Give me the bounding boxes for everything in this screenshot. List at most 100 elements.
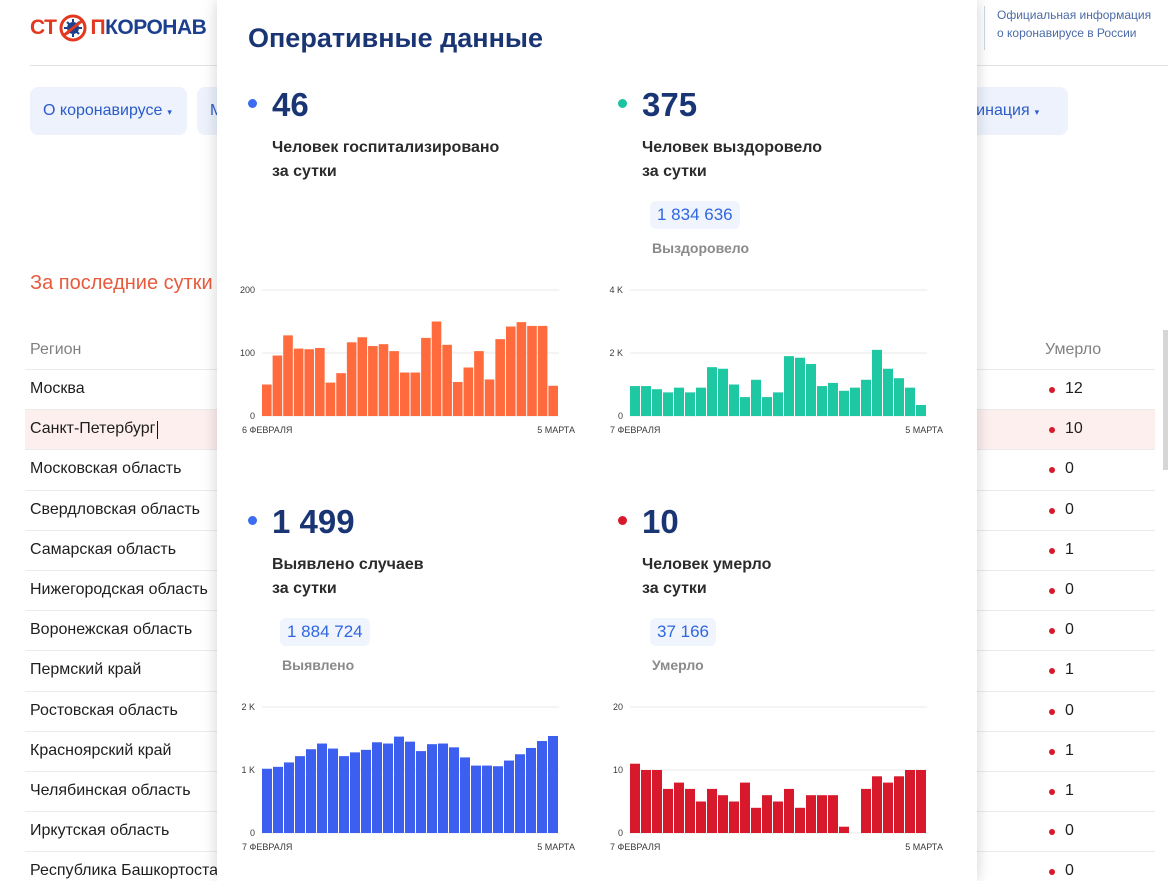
chart-bar[interactable] <box>795 807 805 833</box>
chart-bar[interactable] <box>317 743 327 833</box>
chart-bar[interactable] <box>685 788 695 833</box>
chart-bar[interactable] <box>372 742 382 833</box>
chart-bar[interactable] <box>421 337 431 416</box>
chart-bar[interactable] <box>527 325 537 416</box>
chart-bar[interactable] <box>894 776 904 833</box>
chart-bar[interactable] <box>548 735 558 833</box>
official-info-link[interactable]: Официальная информация о коронавирусе в … <box>984 6 1151 50</box>
chart-bar[interactable] <box>861 379 871 416</box>
chart-bar[interactable] <box>795 357 805 416</box>
chart-bar[interactable] <box>740 782 750 833</box>
chart-bar[interactable] <box>685 392 695 417</box>
chart-bar[interactable] <box>399 372 410 416</box>
chart-bar[interactable] <box>493 766 503 833</box>
chart-bar[interactable] <box>652 389 662 416</box>
chart-bar[interactable] <box>729 384 739 417</box>
chart-bar[interactable] <box>828 382 838 416</box>
chart-bar[interactable] <box>474 351 484 416</box>
chart-bar[interactable] <box>839 390 849 416</box>
chart-bar[interactable] <box>452 381 463 416</box>
chart-bar[interactable] <box>674 782 684 833</box>
chart-bar[interactable] <box>850 387 860 416</box>
chart-bar[interactable] <box>817 386 827 416</box>
chart-bar[interactable] <box>515 754 525 833</box>
chart-bar[interactable] <box>696 387 706 416</box>
chart-bar[interactable] <box>729 801 739 834</box>
chart-bar[interactable] <box>336 373 346 416</box>
chart-bar[interactable] <box>431 321 442 417</box>
chart-bar[interactable] <box>751 807 761 833</box>
chart-bar[interactable] <box>304 349 315 416</box>
chart-bar[interactable] <box>383 743 393 833</box>
chart-bar[interactable] <box>696 801 706 834</box>
column-header-deaths[interactable]: Умерло <box>1045 341 1102 358</box>
chart-bar[interactable] <box>806 795 816 833</box>
chart-bar[interactable] <box>630 386 640 416</box>
column-header-region[interactable]: Регион <box>30 341 82 358</box>
chart-bar[interactable] <box>346 342 357 416</box>
chart-bar[interactable] <box>872 349 882 416</box>
chart-bar[interactable] <box>663 392 673 417</box>
chart-bar[interactable] <box>806 364 816 416</box>
chart-bar[interactable] <box>505 326 516 416</box>
chart-bar[interactable] <box>504 760 514 833</box>
chart-bar[interactable] <box>442 344 452 416</box>
chart-bar[interactable] <box>718 795 728 833</box>
chart-bar[interactable] <box>394 736 404 833</box>
chart-bar[interactable] <box>537 741 547 833</box>
chart-bar[interactable] <box>449 747 459 833</box>
chart-bar[interactable] <box>471 765 481 833</box>
chart-bar[interactable] <box>641 386 651 416</box>
chart-bar[interactable] <box>315 347 325 416</box>
chart-bar[interactable] <box>357 337 368 416</box>
chart-bar[interactable] <box>740 397 750 416</box>
chart-bar[interactable] <box>484 379 495 416</box>
chart-bar[interactable] <box>641 770 651 833</box>
chart-bar[interactable] <box>427 744 437 833</box>
chart-bar[interactable] <box>328 748 338 833</box>
chart-bar[interactable] <box>784 788 794 833</box>
chart-bar[interactable] <box>905 770 915 833</box>
chart-bar[interactable] <box>916 770 926 833</box>
chart-bar[interactable] <box>361 749 371 833</box>
chart-bar[interactable] <box>773 392 783 417</box>
chart-bar[interactable] <box>905 387 915 416</box>
chart-bar[interactable] <box>526 747 536 833</box>
chart-bar[interactable] <box>378 344 389 416</box>
chart-bar[interactable] <box>463 367 474 416</box>
chart-bar[interactable] <box>482 765 492 833</box>
nav-vaccination-button[interactable]: кцинация ▾ <box>960 87 1068 135</box>
chart-bar[interactable] <box>707 788 717 833</box>
chart-bar[interactable] <box>707 367 717 416</box>
chart-bar[interactable] <box>718 368 728 416</box>
chart-bar[interactable] <box>262 768 272 833</box>
chart-bar[interactable] <box>872 776 882 833</box>
chart-bar[interactable] <box>773 801 783 834</box>
chart-bar[interactable] <box>916 404 926 416</box>
chart-bar[interactable] <box>663 788 673 833</box>
chart-bar[interactable] <box>883 368 893 416</box>
chart-bar[interactable] <box>516 322 527 416</box>
chart-bar[interactable] <box>416 751 426 833</box>
chart-bar[interactable] <box>405 741 415 833</box>
chart-bar[interactable] <box>368 346 378 416</box>
scrollbar[interactable] <box>1163 330 1168 470</box>
chart-bar[interactable] <box>784 356 794 416</box>
chart-bar[interactable] <box>861 788 871 833</box>
chart-bar[interactable] <box>273 766 283 833</box>
chart-bar[interactable] <box>262 384 272 417</box>
chart-bar[interactable] <box>839 826 849 833</box>
chart-bar[interactable] <box>295 756 305 833</box>
chart-bar[interactable] <box>751 379 761 416</box>
chart-bar[interactable] <box>293 348 304 416</box>
chart-bar[interactable] <box>894 378 904 416</box>
chart-bar[interactable] <box>548 385 558 416</box>
chart-bar[interactable] <box>325 382 336 416</box>
chart-bar[interactable] <box>460 757 470 833</box>
chart-bar[interactable] <box>306 749 316 833</box>
chart-bar[interactable] <box>674 387 684 416</box>
chart-bar[interactable] <box>652 770 662 833</box>
chart-bar[interactable] <box>284 762 294 833</box>
chart-bar[interactable] <box>762 795 772 833</box>
chart-bar[interactable] <box>495 339 505 416</box>
